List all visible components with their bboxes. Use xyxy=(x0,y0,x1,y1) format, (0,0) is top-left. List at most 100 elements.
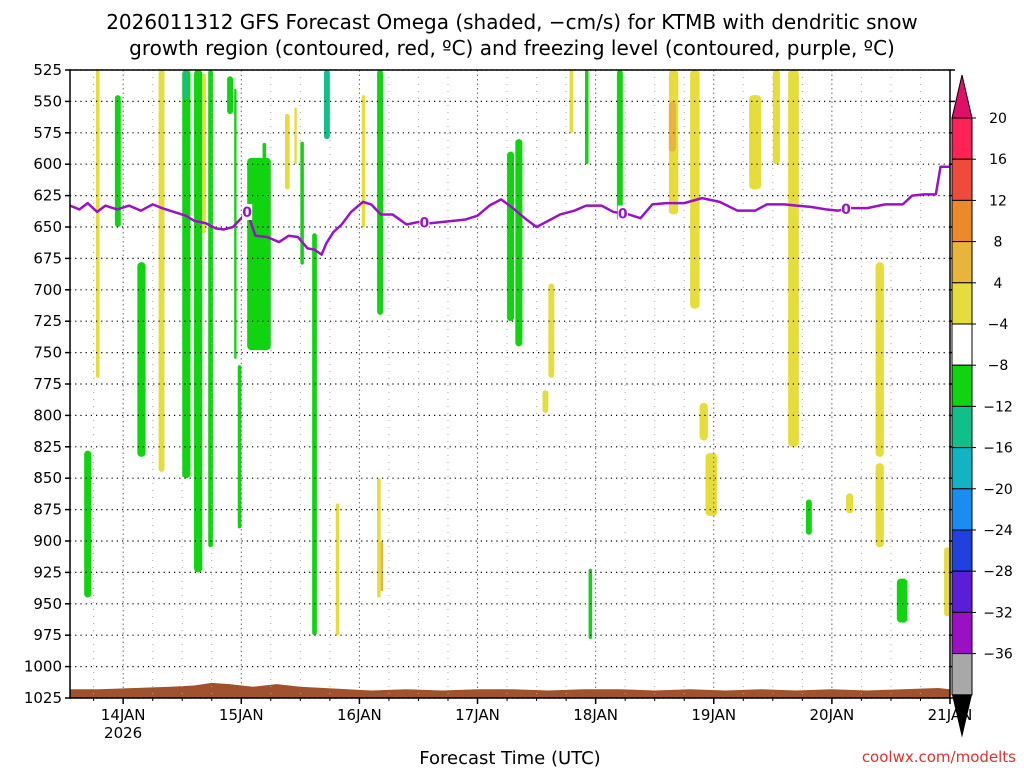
x-axis-label: Forecast Time (UTC) xyxy=(419,748,600,768)
y-tick-label: 600 xyxy=(33,155,62,173)
freezing-level-line xyxy=(69,165,950,256)
x-tick-label: 18JAN xyxy=(573,706,618,724)
colorbar-label: 20 xyxy=(989,111,1007,127)
chart-title-line2: growth region (contoured, red, ºC) and f… xyxy=(129,36,895,60)
y-tick-label: 775 xyxy=(33,375,62,393)
colorbar-swatch xyxy=(951,447,973,490)
colorbar-label: −12 xyxy=(983,399,1013,415)
y-tick-label: 725 xyxy=(33,312,62,330)
contour-label-bg xyxy=(617,205,628,222)
omega-cell xyxy=(507,151,515,322)
omega-cell xyxy=(690,70,700,309)
colorbar: 20 16 12 8 4 −4 −8 −12 −16 −20 −24 −28 −32 −36 xyxy=(951,74,1013,738)
omega-cell xyxy=(668,101,676,152)
omega-cell xyxy=(699,402,708,441)
contour-label-bg xyxy=(841,200,852,217)
omega-cell xyxy=(380,541,384,592)
chart-title-line1: 2026011312 GFS Forecast Omega (shaded, −… xyxy=(106,10,918,34)
colorbar-swatch xyxy=(951,117,973,160)
contour-label-bg xyxy=(242,203,253,220)
omega-cell xyxy=(183,70,189,99)
contour-label-bg xyxy=(419,214,430,231)
omega-cell xyxy=(846,493,854,514)
omega-cell xyxy=(84,450,92,598)
omega-cell xyxy=(262,142,267,216)
contour-label: 0 xyxy=(419,216,429,232)
colorbar-label: 16 xyxy=(989,152,1007,168)
omega-cell xyxy=(335,503,340,636)
colorbar-swatch xyxy=(951,323,973,366)
omega-cell xyxy=(616,70,623,221)
omega-cell xyxy=(875,262,884,457)
omega-cell xyxy=(542,390,549,413)
colorbar-swatch xyxy=(951,158,973,201)
omega-cell xyxy=(294,107,297,165)
colorbar-swatch xyxy=(951,570,973,613)
omega-cell xyxy=(548,283,555,378)
x-tick-year: 2026 xyxy=(104,724,142,742)
colorbar-label: −28 xyxy=(983,564,1013,580)
colorbar-label: −20 xyxy=(983,482,1013,498)
contour-label: 0 xyxy=(618,206,628,222)
omega-cell xyxy=(377,478,381,598)
colorbar-label: −24 xyxy=(983,523,1013,539)
omega-cell xyxy=(705,453,718,516)
omega-cell xyxy=(300,141,304,265)
y-tick-label: 750 xyxy=(33,344,62,362)
surface-terrain-fill xyxy=(70,682,950,698)
omega-cell xyxy=(202,73,206,234)
y-tick-label: 675 xyxy=(33,249,62,267)
colorbar-label: −16 xyxy=(983,441,1013,457)
y-tick-label: 575 xyxy=(33,124,62,142)
omega-cell xyxy=(944,547,950,617)
omega-cell xyxy=(585,70,589,165)
omega-cell xyxy=(158,70,165,472)
omega-cell xyxy=(227,76,234,114)
omega-cell xyxy=(137,262,146,457)
omega-cell xyxy=(95,70,100,378)
colorbar-label: −4 xyxy=(988,317,1009,333)
x-tick-label: 15JAN xyxy=(219,706,264,724)
y-tick-label: 700 xyxy=(33,281,62,299)
omega-cell xyxy=(515,139,523,347)
y-tick-label: 550 xyxy=(33,92,62,110)
colorbar-swatch xyxy=(951,241,973,284)
contour-label: 0 xyxy=(841,202,851,218)
credit-text[interactable]: coolwx.com/modelts xyxy=(862,748,1016,766)
colorbar-bottom-cap xyxy=(952,694,972,738)
x-tick-label: 14JAN xyxy=(101,706,146,724)
y-tick-label: 825 xyxy=(33,438,62,456)
y-tick-label: 975 xyxy=(33,626,62,644)
omega-cell xyxy=(875,463,884,548)
omega-cell xyxy=(361,95,366,228)
omega-cell xyxy=(323,70,330,140)
omega-cell xyxy=(247,157,271,351)
y-tick-label: 625 xyxy=(33,187,62,205)
y-tick-label: 1000 xyxy=(24,658,62,676)
surface-terrain xyxy=(70,682,950,698)
colorbar-label: −32 xyxy=(983,605,1013,621)
colorbar-top-cap xyxy=(951,74,973,119)
y-tick-label: 650 xyxy=(33,218,62,236)
colorbar-swatch xyxy=(951,282,973,325)
omega-cell xyxy=(182,70,191,479)
y-tick-label: 850 xyxy=(33,469,62,487)
colorbar-swatch xyxy=(951,653,973,696)
omega-cell xyxy=(749,95,762,190)
freezing-level-contour: 0 0 0 0 xyxy=(69,165,950,256)
y-tick-label: 900 xyxy=(33,532,62,550)
omega-cell xyxy=(377,70,384,315)
omega-cell xyxy=(114,95,121,228)
colorbar-swatch xyxy=(951,529,973,572)
omega-cell xyxy=(805,499,812,535)
colorbar-label: 8 xyxy=(994,235,1003,251)
colorbar-swatch xyxy=(951,488,973,531)
y-tick-label: 1025 xyxy=(24,689,62,707)
y-tick-label: 925 xyxy=(33,563,62,581)
omega-cell xyxy=(237,365,242,529)
x-tick-label: 17JAN xyxy=(455,706,500,724)
omega-cell xyxy=(772,70,780,165)
y-tick-label: 525 xyxy=(33,61,62,79)
